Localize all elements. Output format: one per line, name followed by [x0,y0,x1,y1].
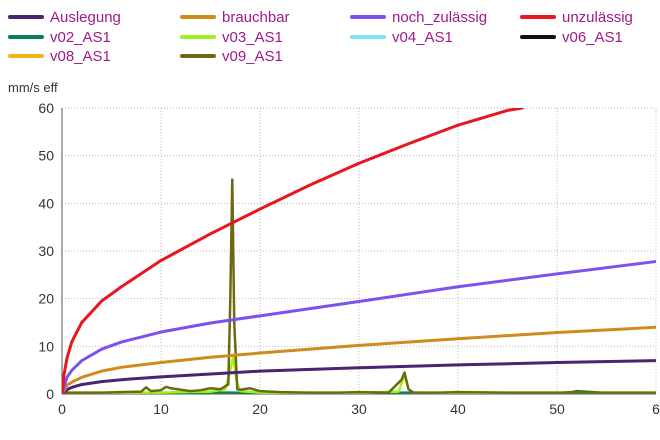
legend-swatch [520,15,556,19]
legend-swatch [520,35,556,39]
legend-label: v09_AS1 [222,47,283,65]
y-tick-label: 40 [38,195,54,211]
legend-item: v03_AS1 [180,28,283,46]
legend-item: v06_AS1 [520,28,623,46]
legend-item: v04_AS1 [350,28,453,46]
legend-label: v04_AS1 [392,28,453,46]
y-tick-label: 0 [46,386,54,402]
legend-label: unzulässig [562,8,633,26]
y-axis-label: mm/s eff [8,80,58,95]
legend-swatch [180,35,216,39]
legend-item: unzulässig [520,8,633,26]
legend-label: v03_AS1 [222,28,283,46]
series-line-noch-zul-ssig [62,259,656,394]
legend-swatch [8,35,44,39]
y-tick-label: 50 [38,148,54,164]
legend-swatch [8,54,44,58]
legend-swatch [8,15,44,19]
legend-item: Auslegung [8,8,121,26]
chart-legend: Auslegung brauchbar noch_zulässig unzulässi… [0,0,660,70]
legend-item: v09_AS1 [180,47,283,65]
legend-label: brauchbar [222,8,290,26]
x-tick-label: 0 [58,401,66,417]
series-line-unzul-ssig [62,108,524,394]
legend-label: Auslegung [50,8,121,26]
legend-swatch [350,15,386,19]
series-line-auslegung [62,359,656,394]
y-tick-label: 10 [38,338,54,354]
legend-label: v08_AS1 [50,47,111,65]
legend-item: noch_zulässig [350,8,487,26]
series-line-brauchbar [62,325,656,394]
y-tick-label: 60 [38,100,54,116]
y-tick-label: 20 [38,291,54,307]
legend-swatch [350,35,386,39]
x-tick-label: 20 [252,401,268,417]
legend-label: noch_zulässig [392,8,488,26]
x-tick-label: 50 [549,401,565,417]
legend-item: v08_AS1 [8,47,111,65]
x-tick-label: 40 [450,401,466,417]
legend-label: v02_AS1 [50,28,111,46]
legend-item: brauchbar [180,8,290,26]
x-tick-label: 30 [351,401,367,417]
legend-swatch [180,54,216,58]
x-tick-label: 10 [153,401,169,417]
legend-label: v06_AS1 [562,28,623,46]
x-tick-label: 6 [652,401,660,417]
legend-swatch [180,15,216,19]
legend-item: v02_AS1 [8,28,111,46]
y-tick-label: 30 [38,243,54,259]
